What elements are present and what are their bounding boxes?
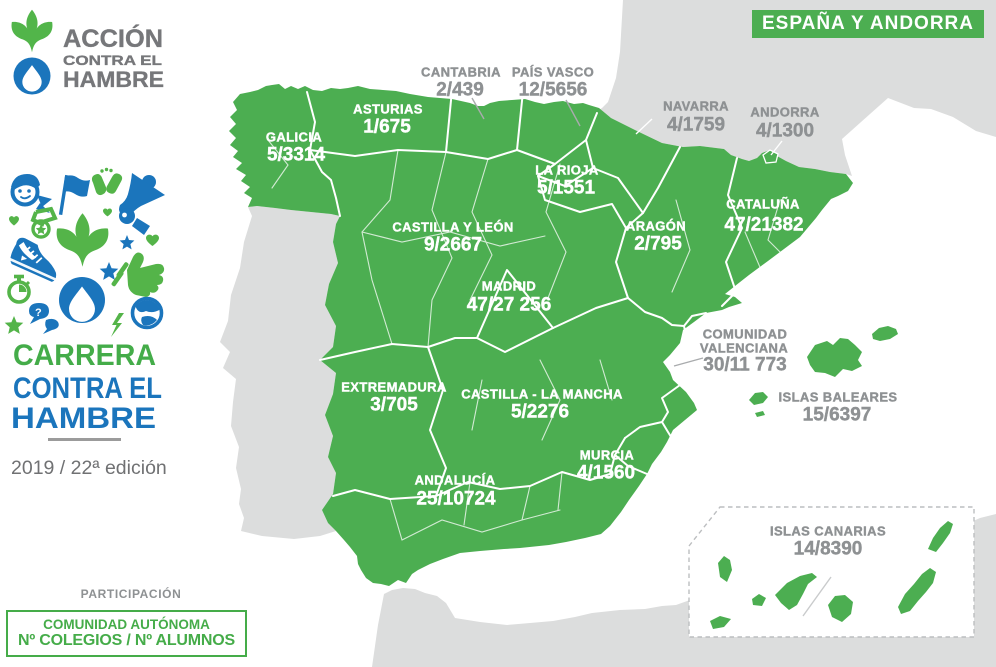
svg-text:ARAGÓN: ARAGÓN [626, 219, 686, 234]
svg-text:VALENCIANA: VALENCIANA [700, 341, 788, 356]
svg-text:EXTREMADURA: EXTREMADURA [341, 380, 447, 395]
svg-text:5/2276: 5/2276 [511, 402, 569, 423]
svg-text:1/675: 1/675 [363, 117, 411, 138]
svg-text:MURCIA: MURCIA [580, 448, 635, 463]
svg-text:5/3314: 5/3314 [267, 145, 326, 166]
svg-text:CASTILLA - LA MANCHA: CASTILLA - LA MANCHA [461, 387, 623, 402]
svg-text:ASTURIAS: ASTURIAS [353, 102, 423, 117]
svg-text:47/27 256: 47/27 256 [467, 295, 552, 316]
svg-text:47/21382: 47/21382 [724, 215, 803, 236]
svg-text:14/8390: 14/8390 [794, 539, 863, 560]
svg-text:4/1759: 4/1759 [667, 115, 725, 136]
svg-text:2/439: 2/439 [436, 80, 484, 101]
svg-text:CATALUÑA: CATALUÑA [726, 197, 800, 212]
svg-text:ANDALUCÍA: ANDALUCÍA [415, 473, 496, 488]
svg-text:30/11 773: 30/11 773 [703, 355, 786, 376]
svg-text:?: ? [35, 307, 42, 319]
svg-text:ANDORRA: ANDORRA [750, 105, 819, 120]
svg-text:2019 / 22ª edición: 2019 / 22ª edición [11, 457, 167, 479]
svg-text:CARRERA: CARRERA [13, 339, 156, 372]
svg-text:CONTRA EL: CONTRA EL [13, 372, 162, 405]
svg-text:CONTRA EL: CONTRA EL [63, 52, 163, 68]
svg-text:CASTILLA Y LEÓN: CASTILLA Y LEÓN [392, 220, 513, 235]
svg-text:12/5656: 12/5656 [519, 80, 588, 101]
svg-text:3/705: 3/705 [370, 395, 418, 416]
svg-text:15/6397: 15/6397 [803, 405, 872, 426]
svg-text:GALICIA: GALICIA [266, 130, 322, 145]
svg-text:PAÍS VASCO: PAÍS VASCO [512, 65, 594, 80]
svg-text:NAVARRA: NAVARRA [663, 99, 729, 114]
svg-text:COMUNIDAD: COMUNIDAD [703, 327, 787, 342]
svg-text:2/795: 2/795 [634, 234, 682, 255]
svg-text:4/1300: 4/1300 [756, 121, 814, 142]
svg-text:9/2667: 9/2667 [424, 235, 482, 256]
svg-text:MADRID: MADRID [482, 279, 536, 294]
svg-text:5/1551: 5/1551 [537, 178, 596, 199]
svg-text:ISLAS BALEARES: ISLAS BALEARES [778, 390, 897, 405]
svg-text:ACCIÓN: ACCIÓN [63, 23, 163, 53]
svg-text:CANTABRIA: CANTABRIA [421, 65, 501, 80]
svg-text:HAMBRE: HAMBRE [11, 402, 156, 435]
svg-text:LA RIOJA: LA RIOJA [535, 163, 599, 178]
svg-text:HAMBRE: HAMBRE [63, 67, 164, 92]
svg-text:4/1560: 4/1560 [577, 463, 635, 484]
svg-text:25/10724: 25/10724 [416, 489, 496, 510]
svg-text:ISLAS CANARIAS: ISLAS CANARIAS [770, 524, 886, 539]
